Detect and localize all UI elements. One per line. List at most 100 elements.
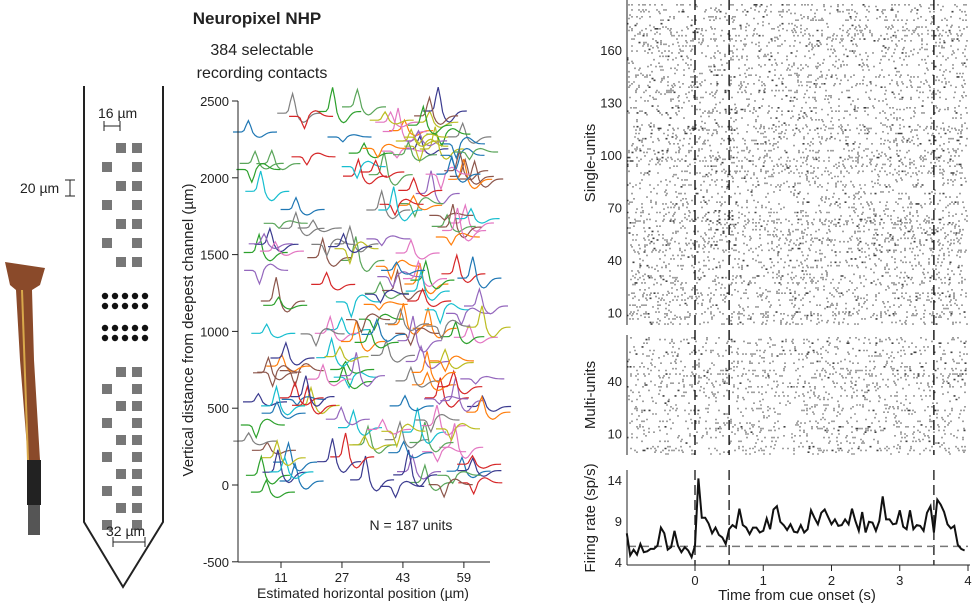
single-units-tick-label: 160 (600, 43, 622, 58)
spike-row (646, 113, 962, 116)
wf-xlabel: Estimated horizontal position (µm) (257, 585, 469, 601)
spike-row (658, 357, 942, 359)
contact-dot (131, 302, 139, 310)
probe-photo (5, 262, 45, 535)
unit-waveform (333, 371, 378, 390)
unit-waveform (245, 170, 290, 202)
single-units-label: Single-units (582, 124, 599, 202)
spike-row (636, 306, 916, 308)
contact-pad (116, 257, 126, 267)
spike-row (774, 444, 943, 446)
spike-row (629, 96, 964, 99)
wf-ytick-label: 2000 (200, 171, 229, 186)
spike-row (640, 158, 952, 161)
contact-pad (102, 418, 112, 428)
contact-dot (101, 334, 109, 342)
unit-waveform (261, 384, 306, 416)
spike-row (629, 222, 954, 224)
unit-waveform (317, 438, 362, 474)
contact-dot (111, 302, 119, 310)
spike-row (665, 280, 963, 282)
contact-pad (102, 452, 112, 462)
fr-ylabel: Firing rate (sp/s) (582, 463, 599, 572)
spike-row (636, 426, 946, 428)
dim-32-label: 32 µm (106, 523, 145, 539)
unit-waveform (270, 340, 315, 366)
dim-20-marker (65, 179, 75, 197)
fr-xtick-label: 2 (828, 573, 835, 588)
spike-row (639, 258, 945, 260)
spike-row (649, 242, 961, 245)
contact-pad (102, 384, 112, 394)
unit-waveform (438, 369, 483, 395)
spike-row (627, 156, 941, 159)
spike-row (659, 376, 949, 379)
spike-row (665, 194, 855, 197)
spike-row (627, 227, 956, 229)
unit-waveform (334, 224, 379, 253)
unit-waveform (446, 455, 491, 479)
unit-waveform (421, 404, 466, 436)
spike-row (635, 100, 961, 102)
unit-waveform (289, 110, 334, 131)
unit-waveform (324, 345, 369, 362)
fr-xtick-label: 1 (760, 573, 767, 588)
unit-waveform (440, 376, 485, 413)
spike-row (644, 316, 966, 318)
spike-row (639, 31, 951, 34)
spike-row (627, 386, 962, 388)
contact-pad (116, 435, 126, 445)
unit-waveform (403, 259, 447, 288)
unit-waveform (454, 147, 499, 161)
spike-row (627, 211, 950, 214)
spike-row (627, 199, 941, 202)
wf-ylabel: Vertical distance from deepest channel (… (180, 184, 197, 477)
single-units-tick-label: 130 (600, 96, 622, 111)
spike-row (655, 40, 968, 42)
spike-row (647, 367, 967, 370)
unit-waveform (381, 261, 426, 275)
unit-waveform (435, 232, 480, 246)
wf-ytick-label: 1000 (200, 324, 229, 339)
spike-row (637, 309, 926, 312)
unit-waveform (362, 143, 407, 159)
unit-waveform (335, 294, 380, 319)
unit-waveform (415, 170, 460, 205)
spike-row (630, 278, 966, 281)
unit-waveform (280, 210, 325, 237)
spike-row (631, 9, 961, 11)
spike-row (645, 435, 955, 437)
spike-row (634, 282, 963, 284)
unit-waveform (253, 355, 297, 381)
spike-row (635, 129, 963, 131)
unit-waveform (277, 91, 322, 123)
spike-row (756, 344, 877, 346)
spike-row (629, 304, 963, 306)
spike-row (636, 120, 832, 123)
unit-waveform (398, 176, 443, 197)
spike-row (638, 139, 960, 142)
unit-waveform (349, 434, 394, 450)
firing-rate-chart: 4 9 14 0 1 2 3 4 Time from cue onset (s) Firing… (582, 463, 972, 604)
unit-waveform (244, 263, 289, 286)
contact-dot (121, 334, 129, 342)
spike-row (665, 189, 936, 191)
contact-pad (132, 486, 142, 496)
unit-waveform (440, 319, 485, 345)
wf-ytick-label: 0 (222, 478, 229, 493)
unit-waveform (381, 147, 426, 159)
spike-row (645, 338, 955, 341)
unit-waveform (395, 327, 440, 347)
spike-row (631, 292, 967, 294)
unit-waveform (393, 140, 438, 162)
unit-waveform (466, 305, 511, 338)
contact-pad (102, 238, 112, 248)
spike-row (628, 86, 964, 88)
spike-row (632, 297, 955, 300)
spike-row (635, 91, 965, 94)
spike-row (636, 418, 944, 421)
spike-row (631, 83, 966, 85)
spike-row (634, 407, 953, 410)
spike-row (629, 313, 961, 315)
unit-waveform (280, 196, 325, 216)
